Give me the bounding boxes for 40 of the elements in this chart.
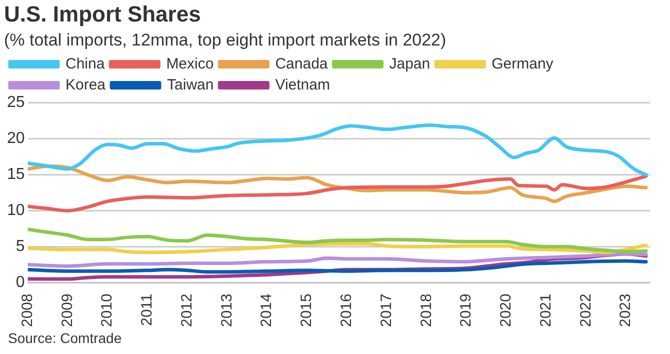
source-note: Source: Comtrade: [8, 330, 122, 346]
line-series: [28, 252, 648, 268]
x-tick-label: 2021: [537, 294, 554, 328]
line-series: [28, 164, 648, 204]
legend-label: Mexico: [166, 55, 214, 72]
legend-label: Canada: [275, 55, 328, 72]
line-series: [28, 123, 648, 176]
line-series: [28, 242, 648, 254]
x-tick-label: 2012: [178, 294, 196, 328]
x-tick-label: 2014: [258, 294, 276, 328]
y-tick-label: 10: [7, 202, 25, 220]
y-tick-label: 15: [7, 166, 25, 184]
x-tick-label: 2022: [577, 294, 594, 328]
x-tick-label: 2010: [98, 294, 116, 328]
legend-label: Vietnam: [275, 76, 330, 94]
line-series: [28, 174, 648, 212]
y-tick-label: 0: [16, 274, 25, 292]
y-tick-label: 20: [7, 130, 25, 148]
chart-subtitle: (% total imports, 12mma, top eight import markets in 2022): [4, 30, 446, 50]
x-tick-label: 2015: [298, 294, 316, 328]
x-tick-label: 2019: [458, 294, 475, 328]
line-series: [28, 228, 648, 254]
x-tick-label: 2008: [18, 294, 36, 328]
legend-label: Japan: [389, 55, 430, 72]
chart-title: U.S. Import Shares: [4, 1, 201, 26]
line-series: [28, 259, 648, 274]
x-tick-label: 2016: [338, 294, 356, 328]
legend-label: China: [66, 55, 106, 72]
x-tick-label: 2020: [498, 294, 515, 328]
legend-label: Korea: [66, 76, 106, 94]
x-tick-label: 2013: [218, 294, 236, 328]
x-tick-label: 2017: [378, 294, 395, 328]
legend-label: Taiwan: [167, 76, 214, 94]
y-tick-label: 5: [16, 238, 25, 256]
x-tick-label: 2009: [58, 294, 76, 328]
legend-label: Germany: [492, 55, 554, 72]
x-tick-label: 2023: [617, 294, 634, 328]
x-tick-label: 2011: [138, 294, 156, 326]
x-tick-label: 2018: [418, 294, 435, 328]
y-tick-label: 25: [7, 94, 25, 112]
